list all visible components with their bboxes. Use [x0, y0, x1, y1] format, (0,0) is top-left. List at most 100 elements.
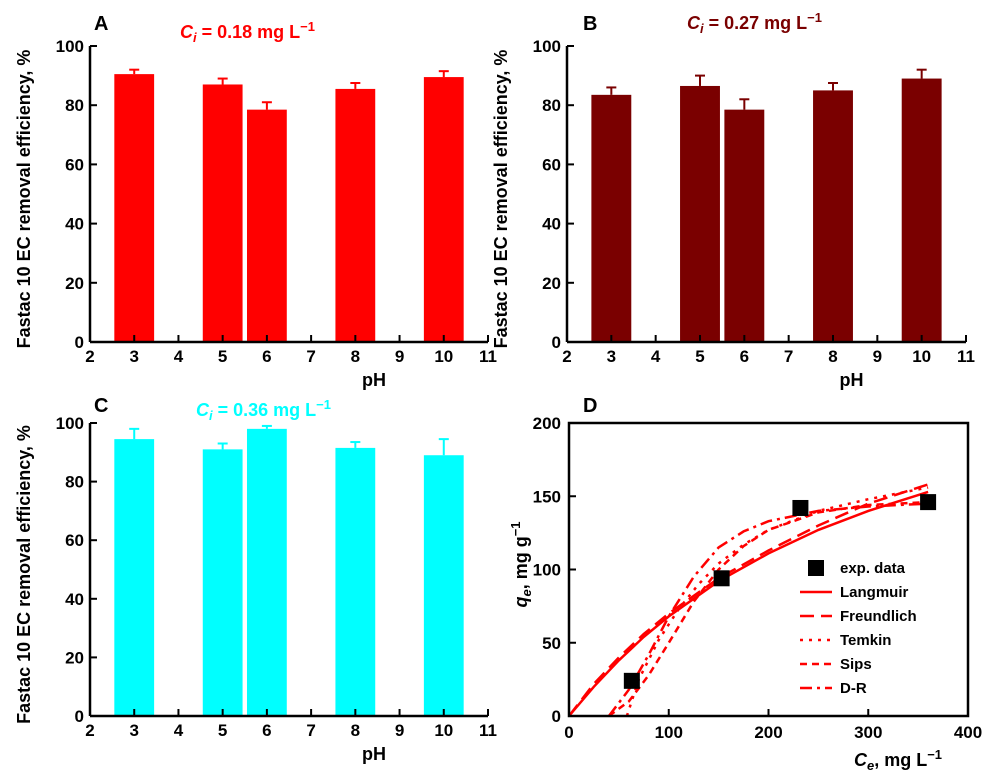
legend-label: Sips [840, 656, 872, 673]
x-tick-label: 5 [218, 347, 227, 366]
x-tick-label: 9 [873, 347, 882, 366]
x-tick-label: 5 [695, 347, 704, 366]
x-tick-label: 9 [395, 721, 404, 740]
x-axis-title: pH [362, 744, 386, 764]
x-tick-label: 4 [174, 721, 184, 740]
x-tick-label: 8 [828, 347, 837, 366]
legend-label: Temkin [840, 632, 891, 649]
y-tick-label: 20 [542, 274, 561, 293]
bar [423, 455, 464, 716]
y-tick-label: 80 [65, 96, 84, 115]
panel-c: C Ci = 0.36 mg L−1 2 3 4 5 6 7 8 9 10 11 0 20 40 60 80 10… [14, 395, 497, 764]
y-axis-title: qe, mg g−1 [508, 522, 534, 608]
bar [202, 84, 243, 342]
panel-letter: D [583, 395, 597, 417]
y-tick-label: 20 [65, 274, 84, 293]
panel-letter: A [94, 13, 108, 35]
curve-freundlich [568, 483, 929, 717]
y-tick-label: 80 [542, 96, 561, 115]
y-tick-label: 0 [75, 707, 84, 726]
x-tick-label: 0 [564, 723, 573, 742]
x-tick-label: 100 [655, 723, 683, 742]
bar [202, 449, 243, 716]
bar [246, 109, 287, 342]
bar [591, 94, 632, 342]
y-tick-label: 100 [56, 37, 84, 56]
y-axis-title: Fastac 10 EC removal efficiency, % [14, 425, 34, 724]
x-tick-label: 8 [351, 721, 360, 740]
legend-label: exp. data [840, 560, 906, 577]
bar [901, 78, 942, 342]
y-tick-label: 60 [65, 531, 84, 550]
legend-label: Freundlich [840, 608, 917, 625]
x-tick-label: 2 [562, 347, 571, 366]
x-axis-title: pH [840, 370, 864, 390]
bar [724, 109, 765, 342]
x-tick-label: 400 [954, 723, 982, 742]
x-axis-title: Ce, mg L−1 [854, 747, 942, 773]
bar [335, 88, 376, 342]
y-tick-label: 0 [552, 333, 561, 352]
legend-label: D-R [840, 680, 867, 697]
y-tick-label: 40 [542, 215, 561, 234]
x-tick-label: 7 [306, 721, 315, 740]
x-axis-title: pH [362, 370, 386, 390]
y-tick-label: 40 [65, 590, 84, 609]
y-tick-label: 60 [542, 155, 561, 174]
x-tick-label: 2 [85, 721, 94, 740]
panel-b: B Ci = 0.27 mg L−1 2 3 4 5 6 7 8 9 10 11 0 20 40 60 80 10… [491, 10, 975, 390]
x-tick-label: 7 [306, 347, 315, 366]
concentration-label: Ci = 0.36 mg L−1 [196, 397, 331, 423]
x-tick-label: 3 [129, 721, 138, 740]
bar [423, 77, 464, 342]
panel-letter: C [94, 395, 108, 417]
y-tick-label: 50 [542, 634, 561, 653]
x-tick-label: 7 [784, 347, 793, 366]
y-tick-label: 150 [533, 487, 561, 506]
x-tick-label: 300 [854, 723, 882, 742]
y-tick-label: 60 [65, 155, 84, 174]
x-tick-label: 3 [129, 347, 138, 366]
y-tick-label: 100 [533, 561, 561, 580]
data-point [920, 494, 937, 511]
data-point [792, 499, 809, 516]
y-axis-title: Fastac 10 EC removal efficiency, % [491, 50, 511, 349]
curve-temkin [625, 486, 929, 717]
x-tick-label: 9 [395, 347, 404, 366]
x-tick-label: 2 [85, 347, 94, 366]
data-point [713, 570, 730, 587]
x-tick-label: 11 [479, 721, 497, 740]
y-tick-label: 200 [533, 414, 561, 433]
curve-langmuir [568, 490, 929, 717]
panel-letter: B [583, 13, 597, 35]
y-tick-label: 0 [552, 707, 561, 726]
curve-d-r [607, 502, 929, 717]
legend-marker [808, 560, 824, 576]
x-tick-label: 200 [754, 723, 782, 742]
x-tick-label: 4 [174, 347, 184, 366]
legend: exp. data Langmuir Freundlich Temkin Sips D-R [800, 560, 917, 697]
x-tick-label: 6 [740, 347, 749, 366]
plot-frame [567, 421, 970, 718]
x-tick-label: 3 [607, 347, 616, 366]
panel-a: A Ci = 0.18 mg L−1 2 3 4 5 6 7 8 9 10 11 0 20 40 60 80 10… [14, 13, 497, 390]
data-point [623, 672, 640, 689]
y-tick-label: 20 [65, 648, 84, 667]
x-tick-label: 5 [218, 721, 227, 740]
x-tick-label: 10 [912, 347, 931, 366]
bar [114, 74, 155, 343]
concentration-label: Ci = 0.18 mg L−1 [180, 19, 315, 45]
panel-d: D 0 100 200 300 400 0 50 100 150 200 Ce, mg L−1 qe, … [508, 395, 982, 773]
bar [813, 90, 853, 343]
y-tick-label: 40 [65, 215, 84, 234]
bar [680, 85, 720, 343]
x-tick-label: 11 [479, 347, 497, 366]
y-axis-title: Fastac 10 EC removal efficiency, % [14, 50, 34, 349]
legend-label: Langmuir [840, 584, 908, 601]
bar [335, 447, 376, 716]
y-tick-label: 0 [75, 333, 84, 352]
x-tick-label: 10 [434, 347, 453, 366]
y-tick-label: 100 [533, 37, 561, 56]
concentration-label: Ci = 0.27 mg L−1 [687, 10, 822, 36]
x-tick-label: 4 [651, 347, 661, 366]
